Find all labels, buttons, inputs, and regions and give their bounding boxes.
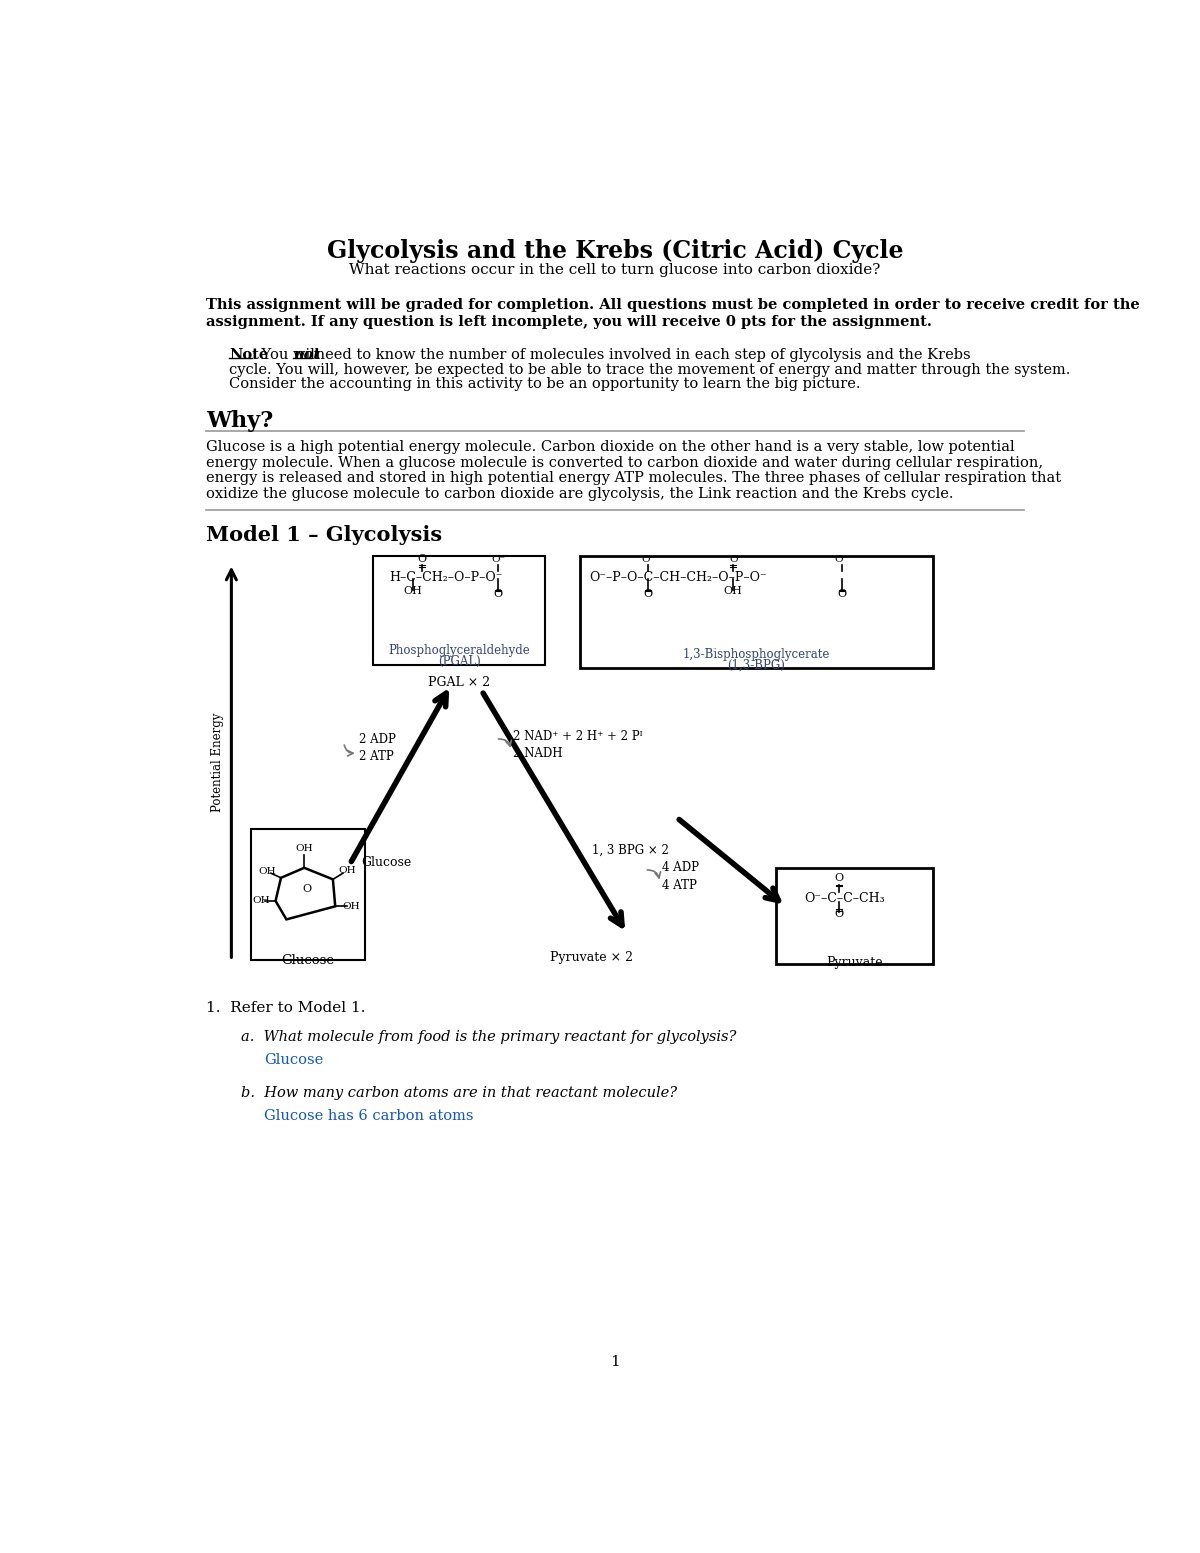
Text: (PGAL): (PGAL) [438,654,480,668]
Text: OH: OH [343,902,360,910]
Text: Model 1 – Glycolysis: Model 1 – Glycolysis [206,525,442,545]
Text: 2 ATP: 2 ATP [359,750,394,763]
Text: O⁻–P–O–C–CH–CH₂–O–P–O⁻: O⁻–P–O–C–CH–CH₂–O–P–O⁻ [589,572,767,584]
Bar [776,868,932,964]
Text: Why?: Why? [206,410,274,432]
Text: 1, 3 BPG × 2: 1, 3 BPG × 2 [592,843,668,857]
Text: O⁻: O⁻ [491,554,505,564]
Text: This assignment will be graded for completion. All questions must be completed i: This assignment will be graded for compl… [206,298,1140,312]
Text: H–C–CH₂–O–P–O⁻: H–C–CH₂–O–P–O⁻ [390,572,503,584]
Text: b.  How many carbon atoms are in that reactant molecule?: b. How many carbon atoms are in that rea… [241,1086,677,1100]
Bar [251,829,366,960]
Text: O: O [302,884,311,893]
Text: need to know the number of molecules involved in each step of glycolysis and the: need to know the number of molecules inv… [311,348,971,362]
Text: PGAL × 2: PGAL × 2 [428,676,491,690]
Text: O⁻–C–C–CH₃: O⁻–C–C–CH₃ [804,891,884,905]
Text: OH: OH [253,896,270,905]
Text: OH: OH [724,587,743,596]
Text: Glucose: Glucose [361,856,412,870]
Text: : You will: : You will [252,348,324,362]
Text: Glycolysis and the Krebs (Citric Acid) Cycle: Glycolysis and the Krebs (Citric Acid) C… [326,239,904,262]
Text: Pyruvate × 2: Pyruvate × 2 [551,952,634,964]
Text: Phosphoglyceraldehyde: Phosphoglyceraldehyde [389,644,530,657]
Text: not: not [293,348,320,362]
Text: O: O [418,554,426,564]
Text: a.  What molecule from food is the primary reactant for glycolysis?: a. What molecule from food is the primar… [241,1030,736,1044]
Text: O: O [834,873,844,884]
Text: What reactions occur in the cell to turn glucose into carbon dioxide?: What reactions occur in the cell to turn… [349,264,881,278]
Text: OH: OH [338,865,356,874]
Text: O: O [643,589,653,599]
Text: cycle. You will, however, be expected to be able to trace the movement of energy: cycle. You will, however, be expected to… [229,363,1070,377]
Text: 4 ADP: 4 ADP [661,862,698,874]
Bar [580,556,932,668]
Text: oxidize the glucose molecule to carbon dioxide are glycolysis, the Link reaction: oxidize the glucose molecule to carbon d… [206,486,953,500]
Text: 1,3-Bisphosphoglycerate: 1,3-Bisphosphoglycerate [683,648,830,660]
Text: OH: OH [295,845,313,853]
Text: OH: OH [403,587,422,596]
Text: Note: Note [229,348,269,362]
Text: 1: 1 [610,1356,620,1370]
Text: O⁻: O⁻ [641,554,655,564]
Text: assignment. If any question is left incomplete, you will receive 0 pts for the a: assignment. If any question is left inco… [206,315,931,329]
Text: (1,3-BPG): (1,3-BPG) [727,658,785,671]
Text: Consider the accounting in this activity to be an opportunity to learn the big p: Consider the accounting in this activity… [229,377,860,391]
Text: Glucose: Glucose [282,954,335,968]
Text: 4 ATP: 4 ATP [661,879,696,891]
Text: O: O [728,554,738,564]
Text: O: O [834,909,844,919]
Text: 2 NADH: 2 NADH [512,747,563,761]
Text: energy molecule. When a glucose molecule is converted to carbon dioxide and wate: energy molecule. When a glucose molecule… [206,457,1043,471]
Text: 1.  Refer to Model 1.: 1. Refer to Model 1. [206,1002,365,1016]
Text: Potential Energy: Potential Energy [211,713,224,812]
Bar [373,556,545,665]
Text: Pyruvate: Pyruvate [826,957,883,969]
Text: Glucose: Glucose [264,1053,323,1067]
Text: OH: OH [258,867,276,876]
Text: O: O [838,589,846,599]
Text: Glucose is a high potential energy molecule. Carbon dioxide on the other hand is: Glucose is a high potential energy molec… [206,441,1014,455]
Text: O⁻: O⁻ [835,554,848,564]
Text: 2 ADP: 2 ADP [359,733,396,745]
Text: energy is released and stored in high potential energy ATP molecules. The three : energy is released and stored in high po… [206,471,1061,485]
Text: 2 NAD⁺ + 2 H⁺ + 2 Pᴵ: 2 NAD⁺ + 2 H⁺ + 2 Pᴵ [512,730,642,744]
Text: O: O [493,589,503,599]
Text: Glucose has 6 carbon atoms: Glucose has 6 carbon atoms [264,1109,474,1123]
